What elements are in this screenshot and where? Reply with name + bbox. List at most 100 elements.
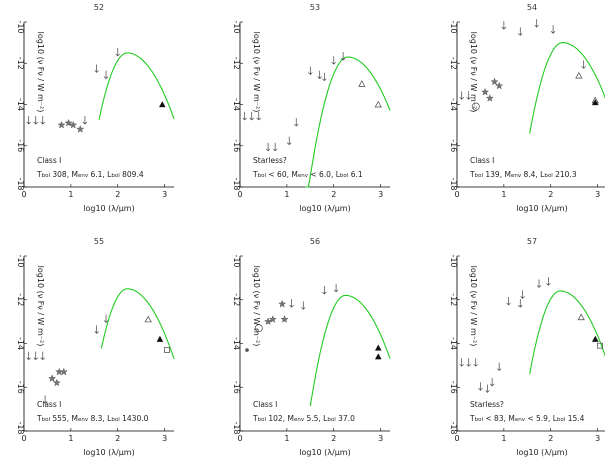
param-symbol: , L — [318, 414, 328, 423]
param-value: 6.1 — [351, 170, 363, 179]
param-symbol: env — [78, 173, 89, 179]
param-value: 555 — [52, 414, 67, 423]
flux-star-marker — [69, 120, 78, 129]
x-tick-label: 3 — [162, 434, 167, 443]
upper-limit-arrow — [501, 21, 507, 30]
param-value: 210.3 — [555, 170, 577, 179]
y-tick-label: -14 — [232, 98, 241, 111]
sed-panel-53: 53 0 1 2 3 -10 -12 -14 -16 -18 log10 (λ/μm) log10 (… — [232, 3, 391, 213]
filled-triangle-marker — [591, 335, 599, 342]
param-symbol: , L — [535, 170, 545, 179]
x-tick-label: 0 — [237, 190, 242, 199]
param-symbol: bol — [340, 173, 349, 179]
y-axis-label: log10 (ν Fν / W m⁻²) — [469, 266, 478, 347]
source-class-label: Class I — [470, 156, 494, 165]
y-tick-label: -14 — [16, 337, 25, 350]
upper-limit-arrow — [115, 47, 120, 57]
upper-limit-arrow — [534, 19, 539, 28]
x-tick-label: 1 — [501, 190, 506, 199]
param-symbol: bol — [544, 173, 553, 179]
param-symbol: , M — [67, 170, 78, 179]
x-tick-label: 1 — [501, 434, 506, 443]
param-symbol: bol — [111, 417, 120, 423]
source-params-label: Tbol 308, Menv 6.1, Lbol 809.4 — [36, 170, 144, 179]
upper-limit-arrow — [256, 111, 261, 121]
param-value: 1430.0 — [122, 414, 148, 423]
upper-limit-arrow — [459, 91, 464, 100]
upper-limit-arrow — [520, 290, 525, 299]
y-tick-label: -14 — [16, 98, 25, 111]
param-symbol: bol — [475, 173, 484, 179]
param-symbol: T — [252, 414, 258, 423]
upper-limit-arrow — [459, 358, 464, 367]
upper-limit-arrow — [40, 116, 45, 125]
x-axis-label: log10 (λ/μm) — [516, 204, 567, 213]
x-axis-label: log10 (λ/μm) — [299, 448, 350, 457]
y-tick-label: -18 — [449, 177, 458, 190]
y-tick-label: -18 — [449, 421, 458, 434]
flux-star-marker — [268, 315, 277, 323]
upper-limit-arrow — [26, 116, 31, 125]
filled-triangle-marker — [591, 99, 599, 106]
y-tick-label: -16 — [232, 381, 241, 394]
upper-limit-arrow — [94, 325, 99, 334]
y-axis-label: log10 (ν Fν / W m⁻²) — [36, 32, 45, 113]
param-value: 8.3 — [90, 414, 102, 423]
y-tick-label: -10 — [232, 254, 241, 267]
open-triangle-marker — [358, 80, 366, 87]
upper-limit-arrow — [242, 111, 247, 121]
sed-model-curve — [309, 294, 391, 407]
param-symbol: env — [78, 417, 89, 423]
param-value: 6.1 — [90, 170, 102, 179]
upper-limit-arrow — [506, 296, 511, 306]
flux-star-marker — [495, 81, 504, 90]
param-symbol: T — [36, 170, 42, 179]
panel-title: 57 — [527, 237, 537, 246]
filled-triangle-marker — [158, 101, 166, 108]
sed-panel-54: 54 0 1 2 3 -10 -12 -14 -16 -18 log10 (λ/μm) log10 (… — [449, 3, 605, 213]
y-tick-label: -12 — [232, 57, 241, 70]
upper-limit-arrow — [473, 358, 478, 367]
y-tick-label: -10 — [16, 254, 25, 267]
sed-model-curve — [305, 56, 391, 188]
sed-panel-57: 57 0 1 2 3 -10 -12 -14 -16 -18 log10 (λ/μm) log10 (… — [449, 237, 605, 457]
open-triangle-marker — [374, 100, 382, 108]
y-tick-label: -18 — [16, 177, 25, 190]
x-tick-label: 2 — [115, 190, 120, 199]
x-tick-label: 2 — [331, 434, 336, 443]
square-marker — [597, 342, 603, 349]
x-tick-label: 3 — [162, 190, 167, 199]
upper-limit-arrow — [265, 142, 271, 152]
param-symbol: bol — [111, 173, 120, 179]
x-tick-label: 0 — [237, 434, 242, 443]
flux-star-marker — [481, 87, 490, 96]
param-symbol: T — [469, 170, 475, 179]
param-symbol: bol — [42, 417, 51, 423]
open-circle-marker — [254, 324, 263, 333]
sed-model-curve — [100, 288, 175, 359]
param-value: 8.4 — [523, 170, 535, 179]
param-symbol: bol — [557, 417, 566, 423]
param-symbol: , L — [102, 414, 112, 423]
x-tick-label: 3 — [378, 190, 383, 199]
open-circle-marker — [471, 102, 480, 111]
flux-star-marker — [57, 120, 66, 129]
y-tick-label: -10 — [16, 20, 25, 33]
x-axis-label: log10 (λ/μm) — [83, 204, 134, 213]
param-value: 809.4 — [122, 170, 144, 179]
x-tick-label: 3 — [595, 190, 600, 199]
param-symbol: T — [36, 414, 42, 423]
param-value: < 83 — [485, 414, 503, 423]
upper-limit-arrow — [518, 27, 523, 36]
upper-limit-arrow — [94, 64, 99, 73]
upper-limit-arrow — [33, 116, 38, 125]
flux-star-marker — [280, 315, 289, 323]
y-tick-label: -12 — [16, 57, 25, 70]
y-axis-label: log10 (ν Fν / W m⁻²) — [252, 32, 261, 113]
upper-limit-arrow — [294, 118, 299, 127]
sed-panel-55: 55 0 1 2 3 -10 -12 -14 -16 -18 log10 (λ/μm) log10 (… — [16, 237, 175, 457]
filled-triangle-marker — [374, 353, 382, 360]
upper-limit-arrow — [322, 72, 327, 82]
param-value: 102 — [268, 414, 283, 423]
source-params-label: Tbol < 60, Menv < 6.0, Lbol 6.1 — [252, 170, 363, 179]
